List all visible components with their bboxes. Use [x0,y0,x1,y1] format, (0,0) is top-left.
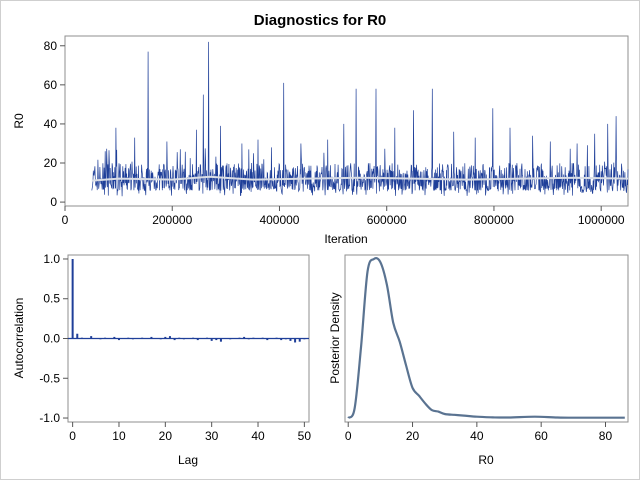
density-x-label: R0 [478,453,494,467]
trace-smooth-line [91,175,629,182]
density-x-ticks: 0 20 40 60 80 [345,422,613,443]
trace-y-tick-label: 0 [50,195,57,209]
chart-title: Diagnostics for R0 [254,12,387,29]
density-y-label: Posterior Density [328,292,342,383]
trace-line [91,41,629,197]
acf-x-tick-label: 30 [205,429,219,443]
density-x-tick-label: 60 [534,429,548,443]
acf-x-tick-label: 20 [159,429,173,443]
acf-y-tick-label: 1.0 [43,252,60,266]
trace-x-tick-label: 200000 [152,213,192,227]
acf-y-label: Autocorrelation [12,298,26,379]
trace-y-label: R0 [12,113,26,129]
density-x-tick-label: 0 [345,429,352,443]
acf-panel: 0 10 20 30 40 50 -1.0 -0.5 0.0 0.5 1.0 Lag Autoco… [12,252,311,467]
trace-y-tick-label: 80 [44,39,58,53]
density-curve [347,257,625,419]
trace-x-tick-label: 800000 [474,213,514,227]
acf-x-tick-label: 0 [69,429,76,443]
trace-x-tick-label: 1000000 [578,213,625,227]
acf-x-tick-label: 40 [251,429,265,443]
acf-x-label: Lag [178,453,198,467]
density-x-tick-label: 80 [599,429,613,443]
acf-x-tick-label: 50 [298,429,312,443]
trace-y-tick-label: 40 [44,117,58,131]
density-plot-area [344,254,629,423]
acf-y-ticks: -1.0 -0.5 0.0 0.5 1.0 [39,252,68,425]
density-x-tick-label: 40 [470,429,484,443]
trace-panel: 0 200000 400000 600000 800000 1000000 0 20 40 60… [12,35,629,246]
acf-y-tick-label: 0.0 [43,332,60,346]
density-series [347,257,625,419]
acf-bars [68,258,309,343]
trace-series [91,41,629,197]
acf-x-tick-label: 10 [112,429,126,443]
density-panel: 0 20 40 60 80 R0 Posterior Density [328,254,629,467]
acf-x-ticks: 0 10 20 30 40 50 [69,422,311,443]
trace-x-label: Iteration [324,232,367,246]
trace-x-tick-label: 400000 [259,213,299,227]
trace-y-ticks: 0 20 40 60 80 [44,39,65,209]
trace-y-tick-label: 20 [44,156,58,170]
acf-y-tick-label: -0.5 [39,371,60,385]
trace-x-tick-label: 600000 [367,213,407,227]
trace-x-ticks: 0 200000 400000 600000 800000 1000000 [62,206,625,227]
trace-plot-area [64,35,629,207]
density-x-tick-label: 20 [406,429,420,443]
acf-y-tick-label: -1.0 [39,411,60,425]
trace-y-tick-label: 60 [44,78,58,92]
acf-y-tick-label: 0.5 [43,292,60,306]
trace-x-tick-label: 0 [62,213,69,227]
